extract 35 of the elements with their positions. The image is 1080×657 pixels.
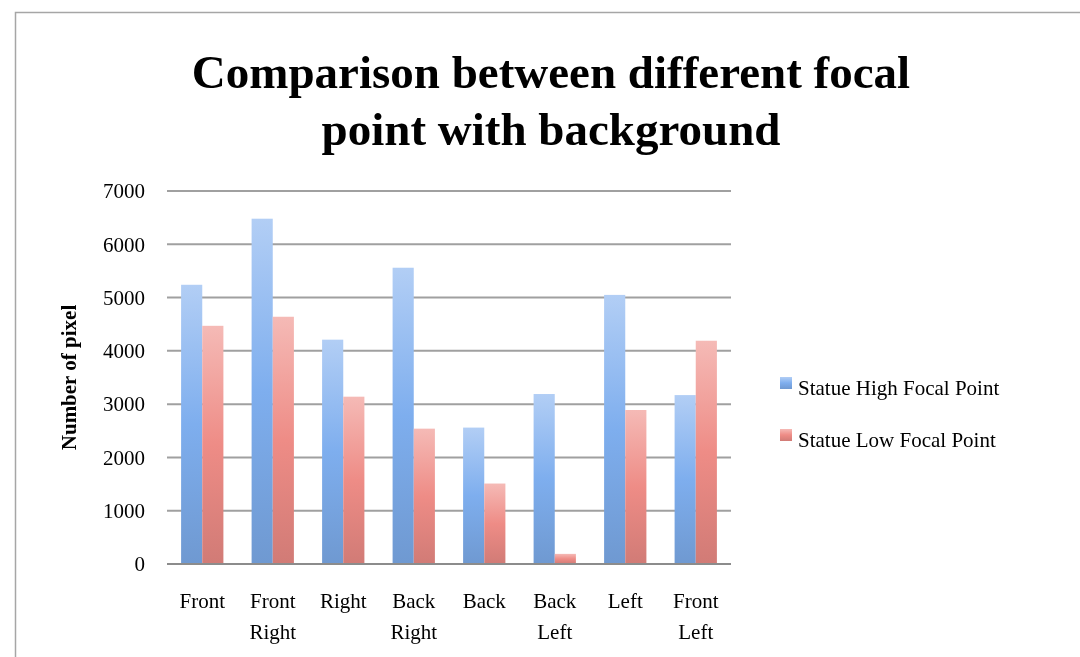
x-tick-label: Front Left — [672, 589, 719, 644]
bar — [322, 339, 344, 564]
x-tick-label: Left — [607, 589, 643, 613]
bar — [343, 396, 365, 564]
x-tick-label: Back Right — [390, 589, 438, 644]
y-axis-title: Number of pixel — [57, 304, 81, 451]
bar — [463, 427, 485, 564]
y-tick-label: 0 — [134, 552, 145, 577]
chart-title: Comparison between different focal point with background — [191, 46, 911, 155]
bar — [533, 394, 555, 564]
bar — [695, 340, 717, 564]
bar — [251, 218, 273, 564]
bar — [674, 395, 696, 564]
x-tick-label: Back — [462, 589, 507, 613]
bar — [604, 294, 626, 564]
y-tick-label: 6000 — [103, 232, 145, 257]
y-tick-label: 2000 — [103, 445, 145, 470]
bar — [202, 325, 224, 564]
x-tick-label: Front — [179, 589, 226, 613]
y-tick-label: 1000 — [103, 499, 145, 524]
bar — [181, 284, 203, 564]
bar — [484, 483, 506, 564]
x-tick-label: Right — [319, 589, 367, 613]
y-tick-label: 5000 — [103, 285, 145, 310]
legend-label: Statue Low Focal Point — [798, 428, 996, 453]
x-tick-label: Front Right — [249, 589, 297, 644]
bar — [392, 267, 414, 564]
y-tick-label: 3000 — [103, 392, 145, 417]
y-tick-label: 7000 — [103, 179, 145, 204]
bar — [413, 428, 435, 564]
legend-label: Statue High Focal Point — [798, 376, 1000, 401]
x-tick-label: Back Left — [533, 589, 577, 644]
bar — [272, 316, 294, 564]
bar — [625, 410, 647, 564]
y-tick-label: 4000 — [103, 339, 145, 364]
